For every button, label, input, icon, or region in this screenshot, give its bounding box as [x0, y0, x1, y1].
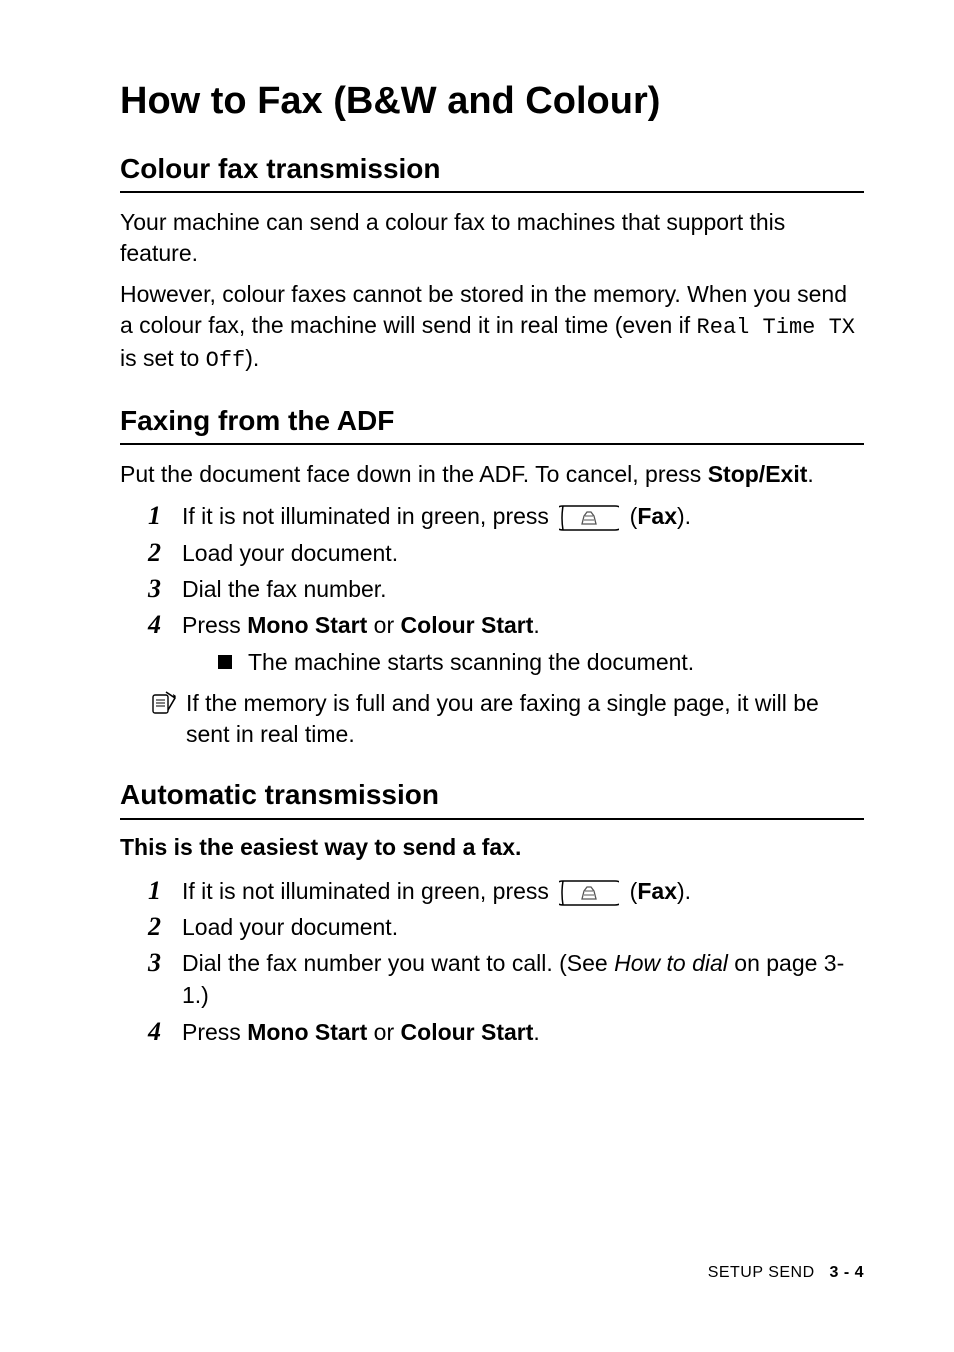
sub-list: The machine starts scanning the document…	[182, 647, 864, 678]
section-auto: Automatic transmission This is the easie…	[120, 778, 864, 1048]
text: or	[367, 612, 400, 638]
footer-page: 3 - 4	[829, 1264, 864, 1281]
mono-start-label: Mono Start	[247, 612, 367, 638]
step-1: 1 If it is not illuminated in green, pre…	[148, 875, 864, 907]
footer: SETUP SEND 3 - 4	[708, 1264, 864, 1282]
colour-start-label: Colour Start	[401, 1019, 534, 1045]
adf-steps: 1 If it is not illuminated in green, pre…	[120, 500, 864, 678]
text: If it is not illuminated in green, press	[182, 503, 555, 529]
step-number: 4	[148, 1016, 182, 1047]
step-body: Dial the fax number you want to call. (S…	[182, 947, 864, 1011]
code-off: Off	[206, 348, 246, 373]
step-number: 1	[148, 500, 182, 531]
step-number: 2	[148, 537, 182, 568]
step-body: Load your document.	[182, 911, 864, 943]
text: Press	[182, 1019, 247, 1045]
text: (	[623, 878, 637, 904]
step-number: 4	[148, 609, 182, 640]
fax-label: Fax	[637, 503, 677, 529]
step-3: 3 Dial the fax number you want to call. …	[148, 947, 864, 1011]
adf-intro: Put the document face down in the ADF. T…	[120, 459, 864, 490]
auto-subheading: This is the easiest way to send a fax.	[120, 834, 864, 861]
step-number: 3	[148, 573, 182, 604]
note: If the memory is full and you are faxing…	[148, 688, 864, 750]
sub-text: The machine starts scanning the document…	[248, 647, 694, 678]
section-colour: Colour fax transmission Your machine can…	[120, 152, 864, 376]
text: is set to	[120, 345, 206, 371]
heading-adf: Faxing from the ADF	[120, 404, 864, 438]
page: How to Fax (B&W and Colour) Colour fax t…	[0, 0, 954, 1352]
fax-button-icon	[559, 504, 619, 532]
auto-steps: 1 If it is not illuminated in green, pre…	[120, 875, 864, 1048]
text: If it is not illuminated in green, press	[182, 878, 555, 904]
fax-label: Fax	[637, 878, 677, 904]
fax-button-icon	[559, 879, 619, 907]
section-adf: Faxing from the ADF Put the document fac…	[120, 404, 864, 751]
step-body: If it is not illuminated in green, press…	[182, 875, 864, 907]
text: (	[623, 503, 637, 529]
text: .	[807, 461, 813, 487]
page-title: How to Fax (B&W and Colour)	[120, 80, 864, 124]
step-body: Press Mono Start or Colour Start. The ma…	[182, 609, 864, 678]
text: ).	[677, 878, 691, 904]
text: .	[533, 1019, 539, 1045]
heading-colour: Colour fax transmission	[120, 152, 864, 186]
text: or	[367, 1019, 400, 1045]
colour-start-label: Colour Start	[401, 612, 534, 638]
step-number: 2	[148, 911, 182, 942]
text: ).	[677, 503, 691, 529]
text: ).	[245, 345, 259, 371]
sub-item: The machine starts scanning the document…	[218, 647, 864, 678]
step-body: Dial the fax number.	[182, 573, 864, 605]
xref-how-to-dial: How to dial	[614, 950, 728, 976]
colour-para2: However, colour faxes cannot be stored i…	[120, 279, 864, 375]
note-icon	[148, 688, 182, 718]
step-body: If it is not illuminated in green, press…	[182, 500, 864, 532]
text: Dial the fax number you want to call. (S…	[182, 950, 614, 976]
step-3: 3 Dial the fax number.	[148, 573, 864, 605]
rule	[120, 443, 864, 445]
text: Press	[182, 612, 247, 638]
code-realtime: Real Time TX	[697, 315, 855, 340]
text: Put the document face down in the ADF. T…	[120, 461, 708, 487]
rule	[120, 818, 864, 820]
text: .	[533, 612, 539, 638]
step-number: 1	[148, 875, 182, 906]
step-4: 4 Press Mono Start or Colour Start. The …	[148, 609, 864, 678]
step-body: Press Mono Start or Colour Start.	[182, 1016, 864, 1048]
stop-exit-label: Stop/Exit	[708, 461, 808, 487]
heading-auto: Automatic transmission	[120, 778, 864, 812]
colour-para1: Your machine can send a colour fax to ma…	[120, 207, 864, 269]
note-text: If the memory is full and you are faxing…	[186, 688, 864, 750]
step-2: 2 Load your document.	[148, 537, 864, 569]
mono-start-label: Mono Start	[247, 1019, 367, 1045]
square-bullet-icon	[218, 655, 232, 669]
step-body: Load your document.	[182, 537, 864, 569]
step-4: 4 Press Mono Start or Colour Start.	[148, 1016, 864, 1048]
footer-label: SETUP SEND	[708, 1264, 815, 1281]
step-1: 1 If it is not illuminated in green, pre…	[148, 500, 864, 532]
step-2: 2 Load your document.	[148, 911, 864, 943]
rule	[120, 191, 864, 193]
step-number: 3	[148, 947, 182, 978]
